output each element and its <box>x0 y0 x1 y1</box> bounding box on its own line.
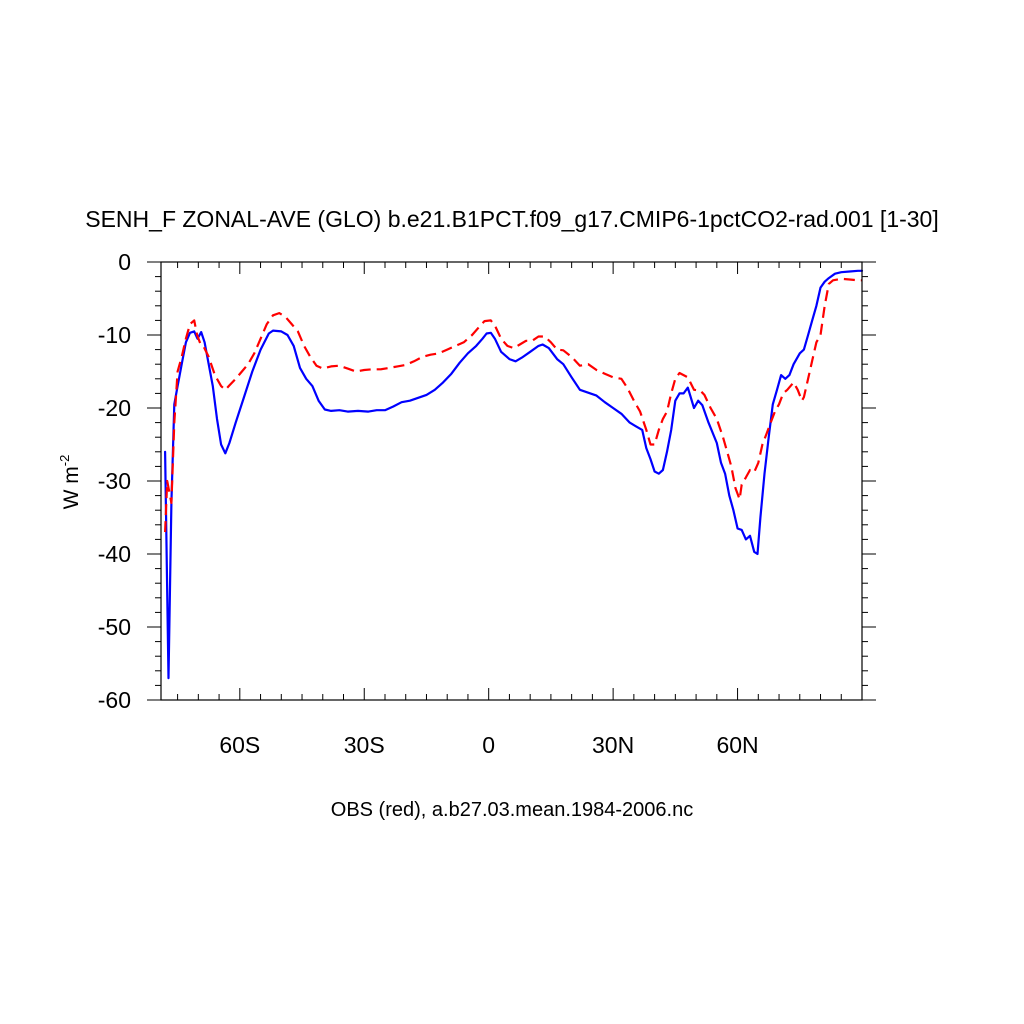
plot-frame <box>160 261 863 701</box>
model-series-line <box>164 269 864 680</box>
y-tick-label: -30 <box>98 468 131 494</box>
y-axis-label: W m-2 <box>57 455 83 510</box>
y-tick-label: -40 <box>98 541 131 567</box>
y-tick-label: -10 <box>98 322 131 348</box>
y-tick-label: 0 <box>118 249 131 275</box>
x-tick-label: 60N <box>716 732 758 758</box>
series-layer <box>164 269 864 680</box>
y-tick-label: -60 <box>98 687 131 713</box>
y-axis-label-main: W m <box>60 466 83 509</box>
y-axis-label-exponent: -2 <box>57 455 72 467</box>
x-axis-label: OBS (red), a.b27.03.mean.1984-2006.nc <box>331 799 693 821</box>
y-tick-label: -20 <box>98 395 131 421</box>
x-tick-label: 30N <box>592 732 634 758</box>
y-tick-label: -50 <box>98 614 131 640</box>
x-tick-label: 60S <box>219 732 260 758</box>
x-tick-label: 0 <box>482 732 495 758</box>
obs-series-line <box>164 277 862 533</box>
chart-title: SENH_F ZONAL-AVE (GLO) b.e21.B1PCT.f09_g… <box>85 206 939 232</box>
axes: 60S 30S 0 30N 60N 0 -10 -20 -30 -40 -50 -60 <box>98 249 876 758</box>
x-tick-label: 30S <box>344 732 385 758</box>
